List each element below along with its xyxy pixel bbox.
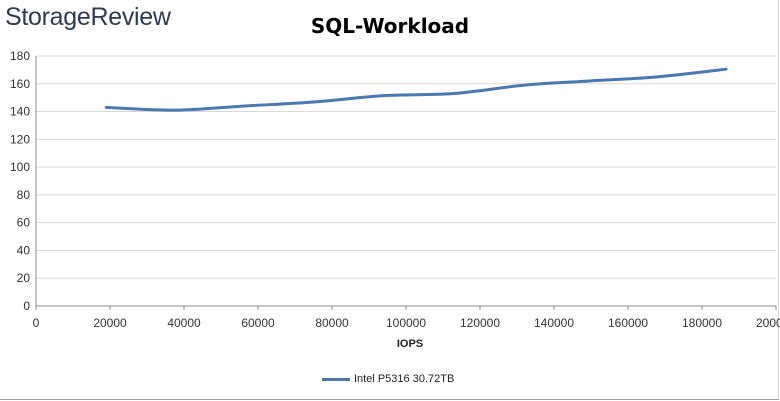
x-tick-label: 60000 bbox=[241, 316, 275, 330]
y-tick-label: 180 bbox=[10, 49, 30, 63]
x-tick-label: 140000 bbox=[534, 316, 574, 330]
x-tick-label: 40000 bbox=[167, 316, 201, 330]
x-tick-label: 200000 bbox=[756, 316, 780, 330]
x-tick-label: 100000 bbox=[386, 316, 426, 330]
x-tick-label: 120000 bbox=[460, 316, 500, 330]
legend-label: Intel P5316 30.72TB bbox=[354, 373, 455, 385]
y-tick-label: 80 bbox=[17, 188, 31, 202]
brand-logo: StorageReview bbox=[5, 3, 171, 31]
legend-swatch bbox=[322, 377, 350, 381]
y-tick-label: 40 bbox=[17, 243, 31, 257]
series-line bbox=[104, 67, 728, 112]
y-tick-label: 100 bbox=[10, 160, 30, 174]
y-tick-label: 140 bbox=[10, 105, 30, 119]
x-axis-label: IOPS bbox=[396, 338, 424, 350]
x-tick-label: 160000 bbox=[608, 316, 648, 330]
x-tick-label: 180000 bbox=[682, 316, 722, 330]
y-tick-label: 60 bbox=[17, 216, 31, 230]
x-tick-label: 0 bbox=[33, 316, 40, 330]
x-tick-label: 80000 bbox=[315, 316, 349, 330]
legend: Intel P5316 30.72TB bbox=[322, 373, 454, 385]
y-tick-label: 160 bbox=[10, 77, 30, 91]
chart-title: SQL-Workload bbox=[310, 14, 470, 38]
y-tick-label: 120 bbox=[10, 132, 30, 146]
y-tick-label: 0 bbox=[23, 299, 30, 313]
y-tick-label: 20 bbox=[17, 271, 31, 285]
x-tick-label: 20000 bbox=[93, 316, 127, 330]
